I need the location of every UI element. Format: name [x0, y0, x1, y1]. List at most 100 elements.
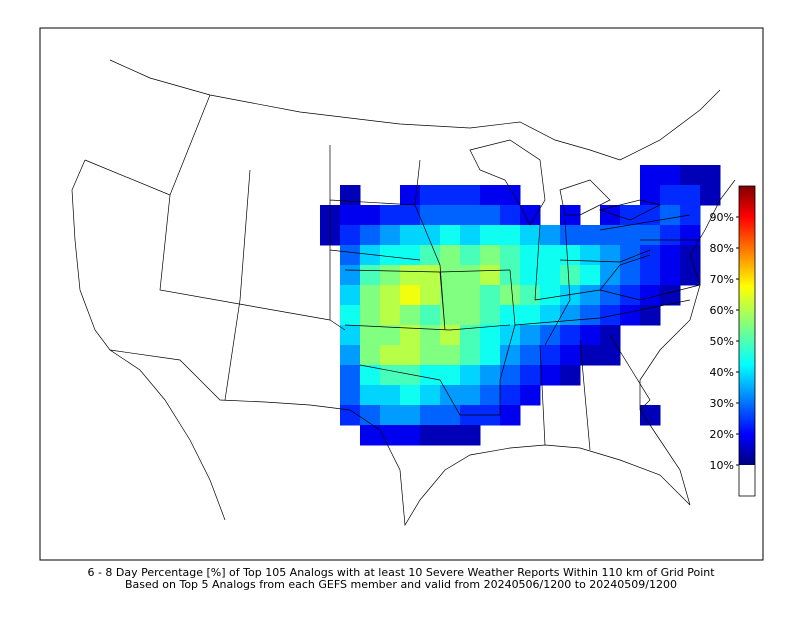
heat-cell: [340, 225, 361, 246]
heat-cell: [560, 365, 581, 386]
heat-cell: [540, 265, 561, 286]
heat-cell: [560, 245, 581, 266]
heat-cell: [340, 285, 361, 306]
heat-cell: [640, 305, 661, 326]
heat-cell: [580, 245, 601, 266]
heat-cell: [360, 405, 381, 426]
heat-cell: [560, 285, 581, 306]
state-lines: [84, 94, 701, 451]
heat-cell: [460, 305, 481, 326]
border-north: [109, 59, 721, 161]
heat-cell: [580, 325, 601, 346]
heat-cell: [480, 265, 501, 286]
colorbar-tick-label: 50%: [710, 335, 734, 348]
heat-cell: [500, 365, 521, 386]
heat-cell: [500, 325, 521, 346]
heat-cell: [520, 365, 541, 386]
east-coast: [639, 179, 736, 506]
heat-cell: [460, 385, 481, 406]
colorbar-tick-label: 70%: [710, 273, 734, 286]
heat-cell: [480, 185, 501, 206]
heat-cell: [620, 245, 641, 266]
heat-cell: [620, 205, 641, 226]
colorbar-tick-label: 90%: [710, 211, 734, 224]
heat-cell: [440, 365, 461, 386]
heat-cell: [460, 205, 481, 226]
heat-cell: [480, 365, 501, 386]
heat-cell: [420, 405, 441, 426]
colorbar-tick-label: 10%: [710, 459, 734, 472]
heat-cell: [360, 365, 381, 386]
heat-cell: [340, 245, 361, 266]
heat-cell: [380, 225, 401, 246]
heat-cell: [480, 225, 501, 246]
heat-cell: [580, 345, 601, 366]
heat-cell: [520, 385, 541, 406]
heat-cell: [380, 265, 401, 286]
heat-cell: [360, 285, 381, 306]
heat-cell: [340, 185, 361, 206]
heat-cell: [660, 165, 681, 186]
colorbar-tick-label: 30%: [710, 397, 734, 410]
heat-cell: [480, 345, 501, 366]
heat-cell: [520, 225, 541, 246]
heat-cell: [480, 305, 501, 326]
heat-cell: [560, 225, 581, 246]
heat-cell: [340, 345, 361, 366]
heat-cell: [400, 265, 421, 286]
caption-line-1: 6 - 8 Day Percentage [%] of Top 105 Anal…: [87, 566, 715, 579]
heat-cell: [660, 265, 681, 286]
heat-cell: [400, 425, 421, 446]
heat-cell: [500, 305, 521, 326]
great-lakes: [469, 139, 662, 226]
heat-cell: [480, 325, 501, 346]
heat-cell: [460, 225, 481, 246]
heat-cell: [360, 345, 381, 366]
heat-cell: [540, 365, 561, 386]
heat-cell: [440, 285, 461, 306]
heat-cell: [420, 185, 441, 206]
heat-cell: [440, 205, 461, 226]
heat-cell: [420, 425, 441, 446]
heat-cell: [380, 385, 401, 406]
heat-cell: [460, 325, 481, 346]
heat-cell: [680, 165, 701, 186]
heat-cell: [460, 365, 481, 386]
heat-cell: [460, 265, 481, 286]
heat-cell: [660, 185, 681, 206]
heat-cell: [660, 285, 681, 306]
heat-cell: [480, 205, 501, 226]
heat-cell: [600, 245, 621, 266]
heat-cell: [420, 345, 441, 366]
heat-cell: [620, 285, 641, 306]
heat-cell: [600, 225, 621, 246]
heat-cell: [380, 345, 401, 366]
heat-cell: [520, 245, 541, 266]
caption-line-2: Based on Top 5 Analogs from each GEFS me…: [125, 578, 677, 591]
heat-cell: [460, 345, 481, 366]
heat-cell: [340, 305, 361, 326]
heat-cell: [440, 385, 461, 406]
heat-cell: [560, 265, 581, 286]
heat-cell: [380, 425, 401, 446]
heat-cell: [620, 305, 641, 326]
heat-cell: [400, 365, 421, 386]
heat-cell: [460, 185, 481, 206]
heat-cell: [420, 325, 441, 346]
heat-cell: [600, 265, 621, 286]
heat-cell: [500, 405, 521, 426]
heat-cell: [500, 205, 521, 226]
heat-cell: [460, 245, 481, 266]
heat-cell: [640, 185, 661, 206]
heat-cell: [420, 265, 441, 286]
heat-cell: [640, 205, 661, 226]
heatmap-field: [320, 165, 721, 446]
heat-cell: [440, 405, 461, 426]
heat-cell: [360, 325, 381, 346]
heat-cell: [440, 345, 461, 366]
heat-cell: [360, 305, 381, 326]
heat-cell: [660, 205, 681, 226]
heat-cell: [440, 265, 461, 286]
